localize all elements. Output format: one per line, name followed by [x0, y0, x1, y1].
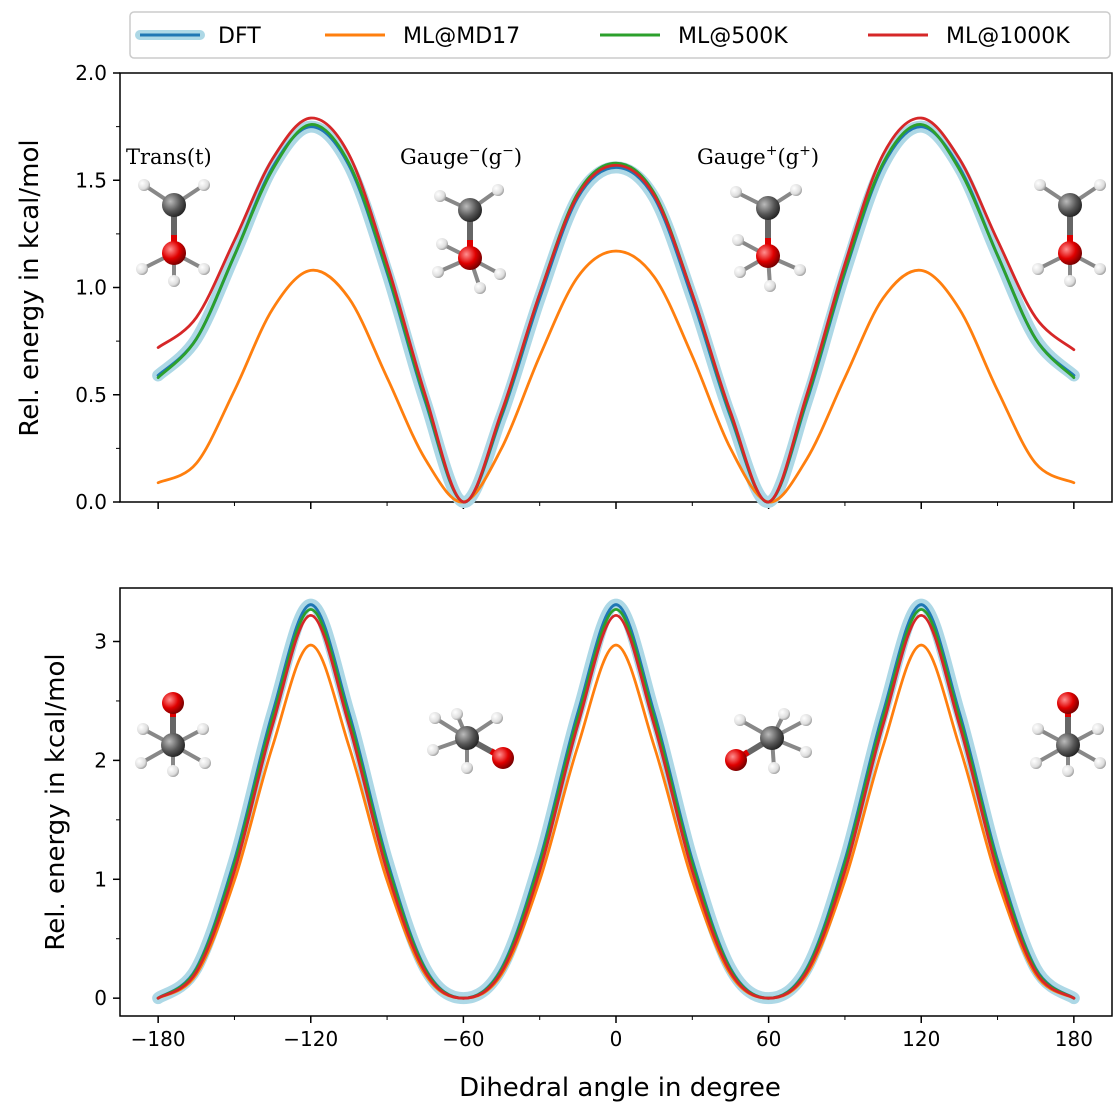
annotation-gauge-plus: Gauge+(g+) — [697, 143, 819, 169]
top-panel: 0.0 0.5 1.0 1.5 2.0 — [75, 61, 1113, 514]
legend-label-ml-1000k: ML@1000K — [946, 24, 1070, 49]
annotation-gauge-plus-sup1: + — [766, 143, 778, 159]
series-line-dft-halo — [152, 120, 1080, 508]
top-y-axis-label: Rel. energy in kcal/mol — [15, 139, 45, 436]
y-tick-label: 1.0 — [75, 276, 107, 300]
y-tick-label: 0.0 — [75, 490, 107, 514]
series-line-ml-1000k — [156, 613, 1076, 1000]
y-tick-label: 2 — [94, 748, 107, 772]
x-tick-label: 60 — [756, 1027, 781, 1051]
legend: DFT ML@MD17 ML@500K ML@1000K — [129, 11, 1111, 59]
annotation-gauge-minus-end: ) — [514, 145, 522, 169]
legend-entry-ml-md17: ML@MD17 — [325, 24, 520, 49]
series-line-ml-500k — [156, 123, 1076, 504]
annotation-gauge-minus-mid: (g — [480, 145, 502, 169]
y-tick-label: 1.5 — [75, 168, 107, 192]
x-tick-label: 180 — [1055, 1027, 1093, 1051]
molecule-illustration — [1032, 179, 1106, 287]
x-tick-label: −60 — [442, 1027, 484, 1051]
x-axis-label: Dihedral angle in degree — [459, 1073, 781, 1103]
y-tick-label: 0.5 — [75, 383, 107, 407]
annotation-gauge-plus-mid: (g — [777, 145, 799, 169]
series-line-dft-halo — [152, 598, 1080, 1005]
y-tick-label: 3 — [94, 630, 107, 654]
legend-label-ml-md17: ML@MD17 — [403, 24, 520, 49]
y-tick-label: 0 — [94, 986, 107, 1010]
series-line-ml-1000k — [156, 116, 1076, 504]
molecule-illustration — [432, 184, 506, 294]
y-tick-label: 1 — [94, 867, 107, 891]
series-line-ml-500k — [156, 607, 1076, 1000]
annotation-trans-text: Trans(t) — [126, 145, 212, 169]
plot-frame — [119, 587, 1113, 1017]
series-line-dft — [156, 125, 1076, 504]
bottom-y-axis-label: Rel. energy in kcal/mol — [41, 653, 71, 950]
molecule-illustration — [725, 708, 812, 774]
annotation-gauge-plus-main: Gauge — [697, 145, 766, 169]
annotation-gauge-minus-sup1: − — [469, 143, 481, 159]
legend-entry-ml-500k: ML@500K — [600, 24, 788, 49]
legend-label-dft: DFT — [218, 24, 261, 49]
molecule-illustration — [730, 184, 806, 292]
legend-entry-ml-1000k: ML@1000K — [868, 24, 1070, 49]
molecule-illustration — [135, 692, 211, 777]
annotation-gauge-minus: Gauge−(g−) — [400, 143, 522, 169]
series-line-dft — [156, 603, 1076, 1000]
plot-frame — [119, 72, 1113, 503]
x-tick-label: −120 — [283, 1027, 338, 1051]
annotation-gauge-minus-main: Gauge — [400, 145, 469, 169]
molecule-illustration — [1030, 692, 1106, 777]
molecule-illustration — [136, 179, 210, 287]
x-tick-label: 120 — [902, 1027, 940, 1051]
annotation-gauge-minus-sup2: − — [502, 143, 514, 159]
series-line-ml-md17 — [156, 643, 1076, 1000]
bottom-panel: −180 −120 −60 0 60 120 180 0 1 2 3 — [94, 587, 1113, 1051]
annotation-trans: Trans(t) — [126, 145, 212, 169]
annotation-gauge-plus-sup2: + — [799, 143, 811, 159]
x-tick-label: 0 — [610, 1027, 623, 1051]
y-tick-label: 2.0 — [75, 61, 107, 85]
series-line-ml-md17 — [156, 249, 1076, 504]
legend-label-ml-500k: ML@500K — [678, 24, 788, 49]
annotation-gauge-plus-end: ) — [811, 145, 819, 169]
legend-entry-dft: DFT — [135, 24, 261, 49]
molecule-illustration — [427, 708, 514, 774]
x-tick-label: −180 — [131, 1027, 186, 1051]
